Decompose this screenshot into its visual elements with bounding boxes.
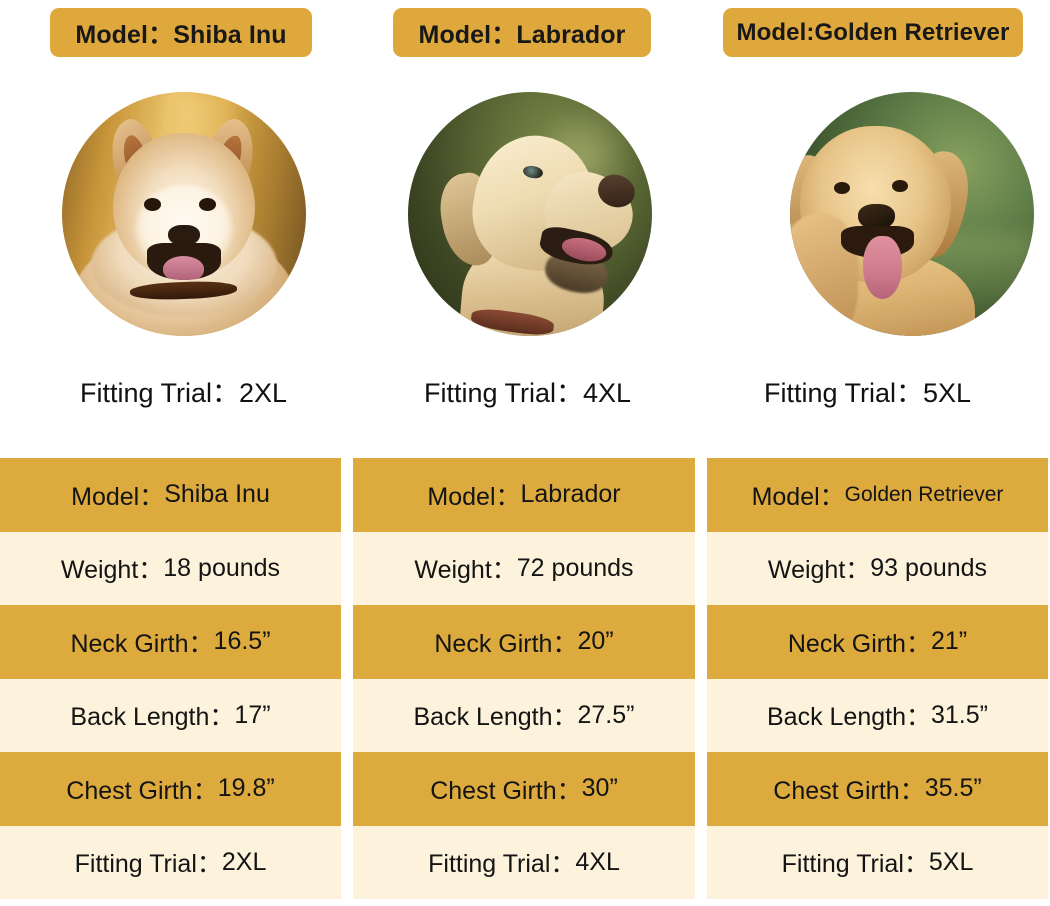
table-row: Weight： 93 pounds xyxy=(707,531,1048,605)
row-label: Neck Girth： xyxy=(787,629,931,658)
golden-retriever-illustration xyxy=(790,92,1034,336)
row-label: Chest Girth： xyxy=(773,776,925,805)
dog-eye-left xyxy=(143,198,162,212)
dog-eye-left xyxy=(833,182,850,195)
fitting-trial-caption-text: Fitting Trial：4XL xyxy=(424,377,632,408)
model-badge-shiba-inu: Model：Shiba Inu xyxy=(50,8,312,57)
row-value: 35.5” xyxy=(924,774,982,803)
table-row: Model： Shiba Inu xyxy=(0,458,341,532)
dog-nose xyxy=(168,224,200,246)
model-badge-label: Model:Golden Retriever xyxy=(736,18,1010,46)
row-label: Weight： xyxy=(767,556,871,585)
row-value: 18 pounds xyxy=(163,553,281,582)
row-value: 17” xyxy=(234,700,271,729)
row-value: Golden Retriever xyxy=(844,482,1004,506)
row-label: Fitting Trial： xyxy=(428,850,576,879)
row-label: Fitting Trial： xyxy=(74,850,222,879)
dog-nose xyxy=(858,204,895,230)
golden-retriever-photo xyxy=(790,92,1034,336)
row-value: 21” xyxy=(930,627,968,656)
table-row: Neck Girth： 21” xyxy=(707,605,1048,679)
model-badge-golden-retriever: Model:Golden Retriever xyxy=(723,8,1023,57)
row-value: 16.5” xyxy=(213,627,271,656)
table-row: Fitting Trial： 5XL xyxy=(707,825,1048,899)
row-value: 20” xyxy=(577,627,614,656)
table-row: Chest Girth： 19.8” xyxy=(0,752,341,826)
table-row: Back Length： 31.5” xyxy=(707,678,1048,752)
row-label: Chest Girth： xyxy=(430,776,582,805)
table-row: Chest Girth： 35.5” xyxy=(707,752,1048,826)
shiba-inu-photo xyxy=(62,92,306,336)
fitting-trial-caption-golden-retriever: Fitting Trial：5XL xyxy=(764,373,972,408)
model-badge-label: Model：Labrador xyxy=(418,20,626,49)
row-label: Weight： xyxy=(60,556,164,585)
labrador-photo xyxy=(408,92,652,336)
fitting-trial-caption-shiba-inu: Fitting Trial：2XL xyxy=(80,373,288,408)
dog-tongue xyxy=(163,256,205,280)
shiba-inu-illustration xyxy=(62,92,306,336)
table-row: Weight： 72 pounds xyxy=(353,531,695,605)
labrador-illustration xyxy=(408,92,652,336)
model-badge-labrador: Model：Labrador xyxy=(393,8,651,57)
row-value: 27.5” xyxy=(577,700,635,729)
row-label: Back Length： xyxy=(413,703,578,732)
row-value: 30” xyxy=(581,774,618,803)
row-value: Shiba Inu xyxy=(164,480,270,509)
row-value: 2XL xyxy=(221,847,267,876)
table-row: Fitting Trial： 4XL xyxy=(353,825,695,899)
row-label: Chest Girth： xyxy=(66,776,218,805)
table-row: Model： Golden Retriever xyxy=(707,458,1048,532)
row-value: 31.5” xyxy=(931,700,988,729)
dog-eye-right xyxy=(892,179,909,193)
row-label: Model： xyxy=(427,482,521,511)
dog-tongue xyxy=(863,235,903,300)
fitting-trial-caption-text: Fitting Trial：5XL xyxy=(764,377,972,408)
spec-table-labrador: Model： Labrador Weight： 72 pounds Neck Gir… xyxy=(353,458,695,899)
fitting-trial-caption-text: Fitting Trial：2XL xyxy=(80,377,288,408)
row-value: 93 pounds xyxy=(870,553,988,582)
table-row: Weight： 18 pounds xyxy=(0,531,341,605)
row-label: Weight： xyxy=(414,556,517,585)
row-label: Neck Girth： xyxy=(434,629,578,658)
table-row: Neck Girth： 20” xyxy=(353,605,695,679)
spec-table-golden-retriever: Model： Golden Retriever Weight： 93 pounds … xyxy=(707,458,1048,899)
row-value: 5XL xyxy=(928,847,974,876)
spec-table-shiba-inu: Model： Shiba Inu Weight： 18 pounds Neck Gi… xyxy=(0,458,341,899)
row-label: Back Length： xyxy=(767,703,931,732)
fitting-trial-caption-labrador: Fitting Trial：4XL xyxy=(424,373,632,408)
table-row: Back Length： 17” xyxy=(0,678,341,752)
row-label: Model： xyxy=(71,482,165,511)
row-value: 72 pounds xyxy=(516,553,634,582)
table-row: Fitting Trial： 2XL xyxy=(0,825,341,899)
row-label: Fitting Trial： xyxy=(781,850,929,879)
row-value: Labrador xyxy=(520,480,621,509)
table-row: Back Length： 27.5” xyxy=(353,678,695,752)
row-label: Neck Girth： xyxy=(70,629,214,658)
row-value: 19.8” xyxy=(217,774,275,803)
row-value: 4XL xyxy=(575,847,620,876)
table-row: Neck Girth： 16.5” xyxy=(0,605,341,679)
table-row: Chest Girth： 30” xyxy=(353,752,695,826)
row-label: Model： xyxy=(751,482,845,511)
model-badge-row: Model：Shiba Inu Model：Labrador Model:Gol… xyxy=(0,0,1050,70)
model-badge-label: Model：Shiba Inu xyxy=(75,20,287,49)
table-row: Model： Labrador xyxy=(353,458,695,532)
dog-eye-right xyxy=(198,198,217,212)
row-label: Back Length： xyxy=(70,703,235,732)
dog-mouth xyxy=(147,243,221,280)
